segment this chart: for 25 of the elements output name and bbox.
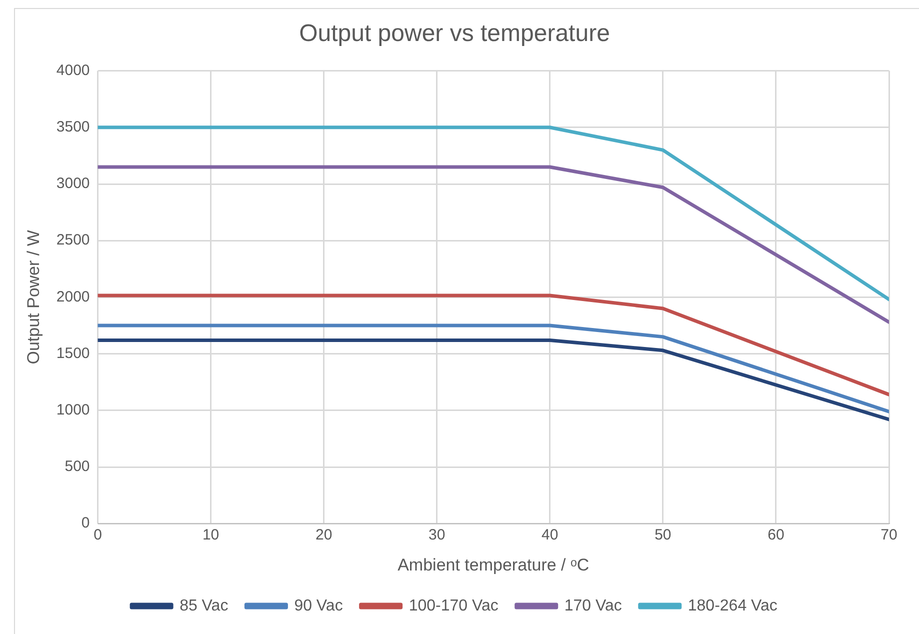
x-tick-label: 20 [315,526,332,544]
x-tick-label: 10 [202,526,220,544]
y-tick-label: 3500 [56,118,90,136]
y-tick-label: 500 [64,458,90,476]
x-tick-label: 70 [880,526,898,544]
legend-label: 100-170 Vac [408,597,498,614]
x-tick-label: 50 [654,526,672,544]
legend-label: 85 Vac [180,597,228,614]
legend-label: 180-264 Vac [688,597,778,614]
x-axis-title: Ambient temperature / ᵒC [398,555,590,574]
chart-title: Output power vs temperature [299,20,610,48]
legend-label: 170 Vac [564,597,622,614]
y-tick-label: 3000 [56,175,90,192]
x-tick-label: 0 [94,526,102,544]
x-tick-label: 30 [428,526,446,544]
y-tick-label: 4000 [56,62,90,79]
y-tick-label: 2000 [56,288,90,306]
y-tick-label: 1500 [56,344,90,362]
y-tick-label: 2500 [56,232,90,249]
y-axis-title: Output Power / W [24,230,43,364]
y-tick-label: 0 [81,514,90,532]
x-tick-label: 60 [768,526,784,544]
x-tick-label: 40 [542,526,558,544]
legend-label: 90 Vac [294,597,343,614]
y-tick-label: 1000 [56,402,90,419]
